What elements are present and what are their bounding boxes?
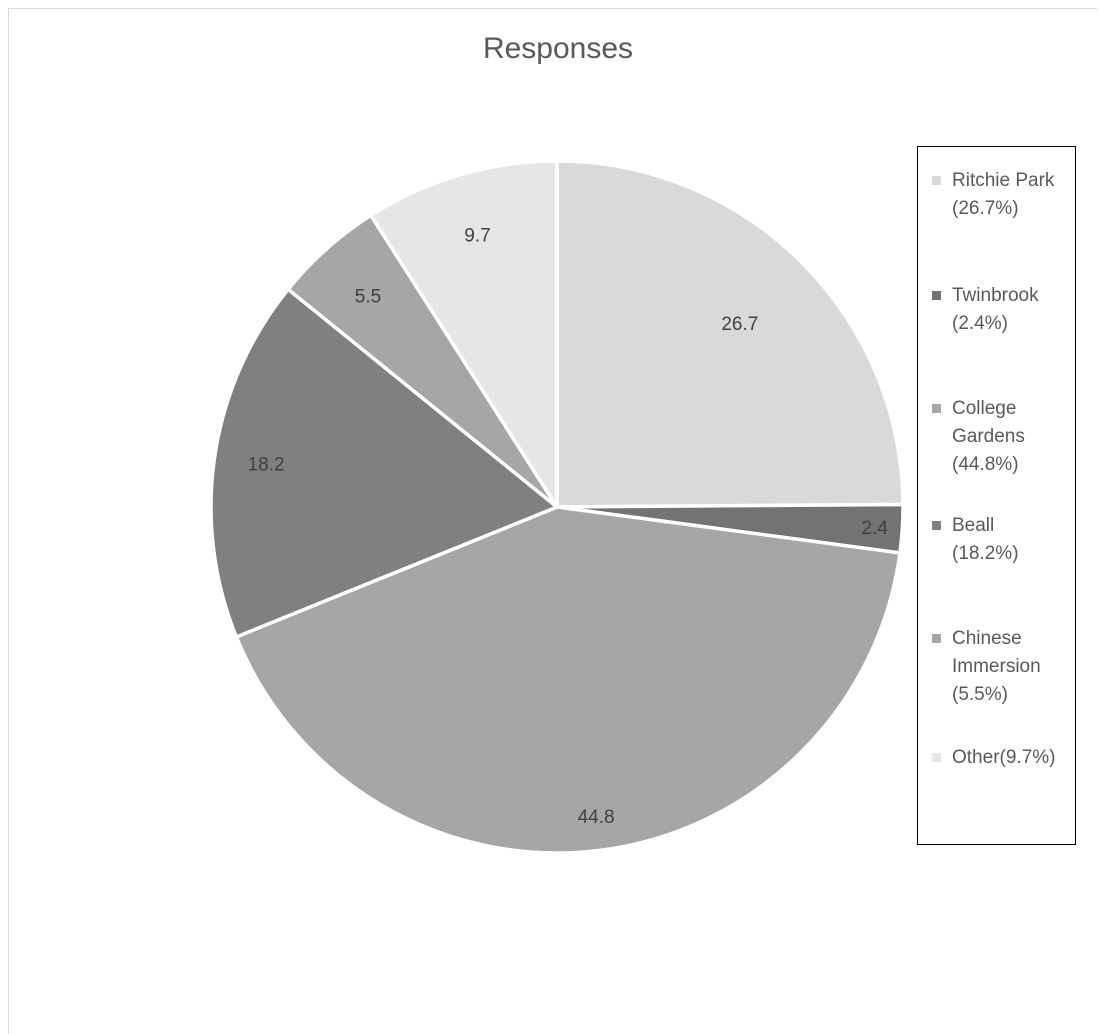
legend: Ritchie Park (26.7%) Twinbrook (2.4%) Coll…: [917, 146, 1076, 845]
pie-slice-beall: [209, 287, 559, 639]
legend-item: College Gardens (44.8%): [932, 395, 1025, 479]
legend-swatch: [932, 404, 941, 413]
legend-item: Twinbrook (2.4%): [932, 282, 1039, 338]
data-label: 18.2: [248, 455, 285, 476]
pie-slice-other: [369, 159, 559, 509]
legend-swatch: [932, 521, 941, 530]
legend-label: Chinese Immersion (5.5%): [952, 628, 1041, 705]
legend-label: Other(9.7%): [952, 747, 1056, 768]
chart-area: [8, 8, 1097, 1034]
data-label: 9.7: [464, 226, 490, 247]
data-label: 26.7: [721, 314, 758, 335]
legend-label: Beall (18.2%): [952, 515, 1019, 564]
legend-item: Ritchie Park (26.7%): [932, 167, 1054, 223]
legend-item: Chinese Immersion (5.5%): [932, 625, 1041, 709]
legend-item: Beall (18.2%): [932, 512, 1019, 568]
legend-swatch: [932, 634, 941, 643]
legend-swatch: [932, 753, 941, 762]
pie-slice-college-gardens: [234, 505, 902, 855]
chart-title: Responses: [482, 32, 634, 65]
legend-label: College Gardens (44.8%): [952, 398, 1025, 475]
pie-slice-ritchie-park: [555, 159, 905, 509]
legend-item: Other(9.7%): [932, 744, 1055, 772]
legend-swatch: [932, 176, 941, 185]
data-label: 2.4: [861, 518, 888, 539]
legend-label: Twinbrook (2.4%): [952, 285, 1039, 334]
legend-swatch: [932, 291, 941, 300]
legend-label: Ritchie Park (26.7%): [952, 170, 1055, 219]
data-label: 44.8: [578, 807, 615, 828]
data-label: 5.5: [355, 286, 381, 307]
